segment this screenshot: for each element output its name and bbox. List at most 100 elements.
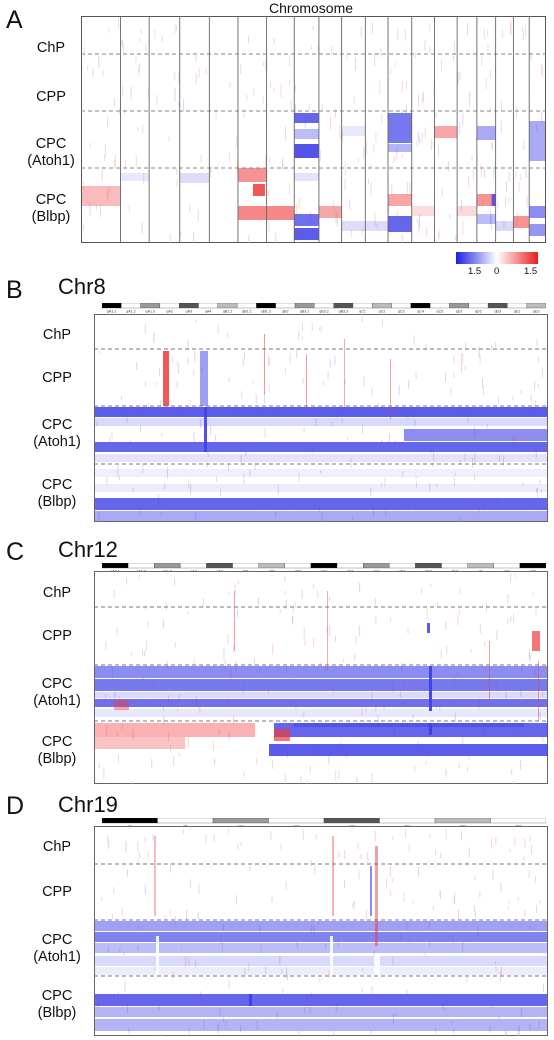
noise-tick [414,765,416,772]
noise-tick [535,905,537,913]
ideogram-band [294,303,315,309]
ideogram-band-label: qB3.2 [319,310,328,314]
blbp-gain [95,737,185,749]
ideogram-band-label: qC2 [379,310,386,314]
noise-tick [122,42,124,54]
noise-tick [113,159,115,169]
noise-tick [194,350,196,362]
noise-tick [358,869,360,880]
noise-tick [205,834,207,844]
noise-tick [98,513,100,522]
noise-tick [294,104,296,114]
blbp-row-faint [95,484,547,492]
noise-tick [117,465,119,477]
noise-tick [186,910,188,921]
noise-tick [188,957,190,966]
noise-tick [280,843,282,851]
ideogram-band-label: qC2 [293,825,300,828]
noise-tick [365,705,367,714]
noise-tick [402,470,404,478]
noise-tick [517,1029,519,1036]
noise-tick [361,987,363,993]
noise-tick [89,142,91,147]
noise-tick [511,769,513,775]
noise-tick [96,205,98,211]
noise-tick [431,139,433,150]
noise-tick [174,87,176,102]
noise-tick [189,399,191,409]
noise-tick [123,952,125,956]
noise-tick [296,348,298,359]
noise-tick [174,71,176,81]
noise-tick [216,476,218,482]
noise-tick [500,966,502,976]
noise-tick [121,723,123,730]
ideogram-band-label: qB1.2 [242,310,251,314]
noise-tick [253,88,255,97]
atoh1-row-loss [95,921,547,931]
noise-tick [362,967,364,972]
noise-tick [335,209,337,224]
noise-tick [505,689,507,700]
noise-tick [435,111,437,119]
noise-tick [489,70,491,79]
blbp-chr1-gain [82,186,121,206]
ideogram-band-label: qA1.3 [163,570,172,573]
cnv-spike [156,936,159,976]
noise-tick [462,222,464,236]
noise-tick [466,977,468,983]
noise-tick [485,78,487,90]
ideogram-band [284,563,312,569]
noise-tick [458,762,460,769]
noise-tick [130,780,132,784]
noise-tick [314,866,316,874]
noise-tick [139,63,141,72]
noise-tick [104,144,106,157]
noise-tick [265,966,267,974]
noise-tick [445,372,447,382]
noise-tick [468,175,470,188]
noise-tick [264,428,266,438]
ideogram-band-label: qC3 [373,570,380,573]
noise-tick [197,209,199,222]
noise-tick [492,869,494,881]
noise-tick [424,952,426,957]
noise-tick [335,1003,337,1012]
noise-tick [139,37,141,43]
noise-tick [127,1003,129,1014]
noise-tick [178,101,180,107]
noise-tick [135,56,137,63]
noise-tick [203,1019,205,1030]
noise-tick [445,828,447,840]
noise-tick [298,1030,300,1036]
noise-tick [441,188,443,197]
noise-tick [268,356,270,366]
noise-tick [163,619,165,629]
noise-tick [168,136,170,142]
noise-tick [539,479,541,484]
noise-tick [366,141,368,155]
noise-tick [223,1016,225,1023]
noise-tick [433,143,435,148]
noise-tick [263,392,265,404]
noise-tick [219,1008,221,1017]
ideogram-band [121,303,141,309]
noise-tick [460,199,462,211]
noise-tick [137,841,139,852]
panel-d-ideogram: qA qB qC1 qC2 qC3 qD1 qD2 qD3 [102,818,546,827]
noise-tick [303,1008,305,1014]
ideogram-band-label: qB1 [242,570,248,573]
noise-tick [420,588,422,594]
noise-tick [370,487,372,496]
noise-tick [498,396,500,403]
noise-tick [419,136,421,145]
blbp-chr8-loss [294,228,319,240]
noise-tick [500,101,502,110]
noise-tick [432,462,434,467]
noise-tick [508,900,510,905]
ideogram-band [415,563,442,569]
noise-tick [83,223,85,231]
noise-tick [528,870,530,878]
blbp-focal-loss [249,994,252,1006]
noise-tick [143,171,145,185]
